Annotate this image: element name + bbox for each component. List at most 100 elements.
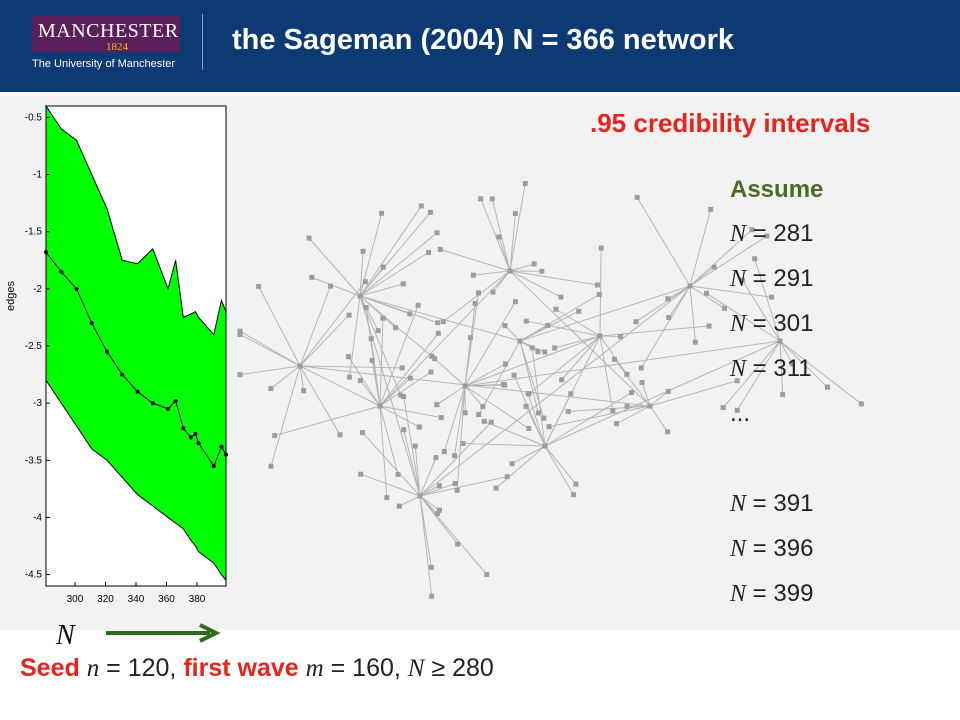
network-node bbox=[346, 374, 352, 380]
network-node bbox=[375, 328, 381, 334]
network-node bbox=[542, 349, 548, 355]
network-edge bbox=[308, 237, 361, 297]
network-edge bbox=[528, 335, 601, 395]
estimate-point bbox=[196, 441, 201, 446]
network-node bbox=[542, 443, 548, 449]
n-symbol: N bbox=[730, 356, 747, 382]
network-edge bbox=[509, 270, 651, 407]
network-edge bbox=[544, 445, 577, 485]
network-node bbox=[565, 408, 571, 414]
network-node bbox=[484, 571, 490, 577]
network-node bbox=[309, 274, 315, 280]
network-edge bbox=[359, 252, 429, 297]
credibility-band bbox=[45, 104, 227, 582]
network-node bbox=[268, 386, 274, 392]
network-node bbox=[488, 419, 494, 425]
network-node bbox=[559, 377, 565, 383]
network-node bbox=[500, 381, 506, 387]
x-tick-label: 380 bbox=[189, 594, 206, 605]
network-edge bbox=[779, 340, 793, 365]
network-node bbox=[481, 418, 487, 424]
network-node bbox=[749, 227, 755, 233]
network-node bbox=[529, 345, 535, 351]
network-node bbox=[395, 471, 401, 477]
right-arrow-icon bbox=[106, 623, 221, 643]
network-edge bbox=[519, 294, 600, 342]
network-node bbox=[400, 281, 406, 287]
network-node bbox=[539, 268, 545, 274]
network-edge bbox=[554, 335, 601, 349]
assume-gap bbox=[730, 442, 823, 487]
network-node bbox=[512, 210, 518, 216]
assume-line: N = 281 bbox=[730, 217, 823, 262]
network-edge bbox=[359, 295, 396, 329]
n-value: ≥ 280 bbox=[424, 654, 494, 682]
network-edge bbox=[434, 358, 466, 387]
network-node bbox=[360, 430, 366, 436]
network-edge bbox=[568, 405, 651, 412]
x-axis-symbol: N bbox=[56, 620, 75, 651]
network-node bbox=[720, 405, 726, 411]
network-edge bbox=[668, 285, 691, 318]
network-node bbox=[399, 365, 405, 371]
network-edge bbox=[464, 301, 516, 387]
assume-line: N = 311 bbox=[730, 352, 823, 397]
network-node bbox=[237, 328, 243, 334]
network-node bbox=[558, 294, 564, 300]
network-edge bbox=[454, 385, 466, 456]
assume-value: = 291 bbox=[746, 265, 814, 292]
network-edge bbox=[614, 358, 651, 407]
network-node bbox=[478, 196, 484, 202]
network-edge bbox=[419, 495, 433, 597]
network-node bbox=[777, 338, 783, 344]
slide-title: the Sageman (2004) N = 366 network bbox=[232, 24, 735, 56]
wave-var: m bbox=[305, 655, 324, 682]
network-node bbox=[525, 391, 531, 397]
network-node bbox=[396, 503, 402, 509]
network-node bbox=[475, 290, 481, 296]
network-edge bbox=[635, 285, 691, 323]
network-node bbox=[665, 388, 671, 394]
estimate-point bbox=[188, 435, 193, 440]
network-edge bbox=[274, 405, 381, 437]
network-node bbox=[708, 206, 714, 212]
network-node bbox=[665, 296, 671, 302]
network-node bbox=[434, 402, 440, 408]
network-edge bbox=[641, 382, 651, 407]
y-tick-label: -3.5 bbox=[25, 455, 43, 466]
network-node bbox=[393, 325, 399, 331]
x-tick-label: 340 bbox=[128, 594, 145, 605]
seed-label: Seed bbox=[20, 654, 80, 682]
network-node bbox=[268, 463, 274, 469]
network-node bbox=[639, 379, 645, 385]
network-edge bbox=[299, 365, 305, 391]
network-edge bbox=[311, 276, 361, 297]
network-node bbox=[362, 279, 368, 285]
network-node bbox=[711, 264, 717, 270]
network-node bbox=[523, 403, 529, 409]
network-edge bbox=[689, 235, 768, 287]
network-edge bbox=[464, 385, 484, 407]
network-edge bbox=[464, 337, 472, 387]
network-edge bbox=[722, 340, 781, 408]
network-edge bbox=[599, 335, 621, 338]
estimate-point bbox=[150, 401, 155, 406]
logo-name: MANCHESTER bbox=[38, 20, 179, 42]
network-node bbox=[634, 194, 640, 200]
network-edge bbox=[359, 295, 521, 342]
n-symbol: N bbox=[730, 311, 747, 337]
network-node bbox=[440, 319, 446, 325]
network-node bbox=[256, 283, 262, 289]
network-edge bbox=[419, 285, 691, 497]
header-divider bbox=[202, 14, 203, 70]
y-axis-label: edges bbox=[5, 281, 17, 311]
network-node bbox=[476, 412, 482, 418]
network-edge bbox=[299, 365, 341, 436]
network-node bbox=[596, 291, 602, 297]
seed-value: = 120, bbox=[99, 654, 184, 682]
network-edge bbox=[473, 270, 511, 276]
network-edge bbox=[379, 405, 442, 419]
network-node bbox=[511, 372, 517, 378]
assume-title: Assume bbox=[730, 176, 824, 203]
estimate-point bbox=[135, 389, 140, 394]
